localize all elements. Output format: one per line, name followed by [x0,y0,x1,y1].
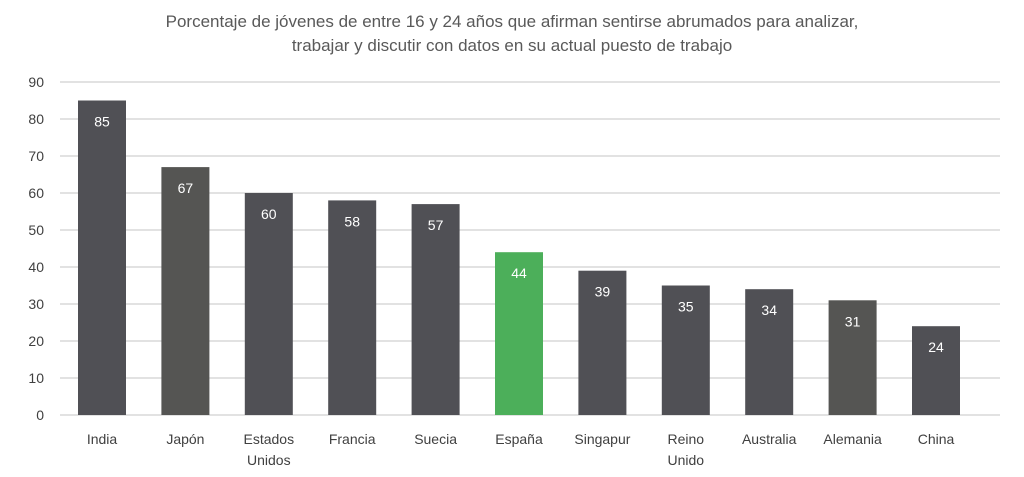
x-tick-label: Suecia [414,431,457,447]
y-tick-label: 30 [28,296,44,312]
bar [411,204,460,415]
data-label: 31 [845,313,861,329]
x-tick-label: Singapur [574,431,630,447]
x-tick-label: Japón [166,431,204,447]
y-tick-label: 90 [28,74,44,90]
x-tick-label: Reino [668,431,705,447]
y-tick-label: 0 [36,407,44,423]
y-tick-label: 60 [28,185,44,201]
x-tick-label: Estados [244,431,295,447]
y-tick-label: 70 [28,148,44,164]
bar [578,270,627,415]
data-label: 34 [761,302,777,318]
bar [912,326,960,415]
bar [495,252,543,415]
bar [745,289,794,415]
x-tick-label: China [918,431,955,447]
bar [328,200,377,415]
x-tick-label: India [87,431,118,447]
data-label: 85 [94,114,110,130]
x-tick-label: Australia [742,431,797,447]
y-tick-label: 80 [28,111,44,127]
bar [161,167,210,415]
chart-title-line-1: Porcentaje de jóvenes de entre 16 y 24 a… [166,12,859,31]
x-tick-label: Unidos [247,452,291,468]
data-label: 60 [261,206,277,222]
bar [78,100,126,415]
x-tick-label: Unido [668,452,705,468]
y-tick-label: 40 [28,259,44,275]
y-tick-label: 10 [28,370,44,386]
data-label: 44 [511,265,527,281]
data-label: 24 [928,339,944,355]
data-label: 57 [428,217,444,233]
bar [244,193,293,415]
y-tick-label: 50 [28,222,44,238]
x-tick-label: Francia [329,431,376,447]
x-tick-label: España [495,431,543,447]
x-tick-label: Alemania [823,431,882,447]
bar [828,300,877,415]
data-label: 67 [178,180,194,196]
data-label: 58 [344,213,360,229]
y-tick-label: 20 [28,333,44,349]
data-label: 39 [595,284,611,300]
bar [661,285,710,415]
data-label: 35 [678,299,694,315]
chart-title-line-2: trabajar y discutir con datos en su actu… [292,36,732,55]
